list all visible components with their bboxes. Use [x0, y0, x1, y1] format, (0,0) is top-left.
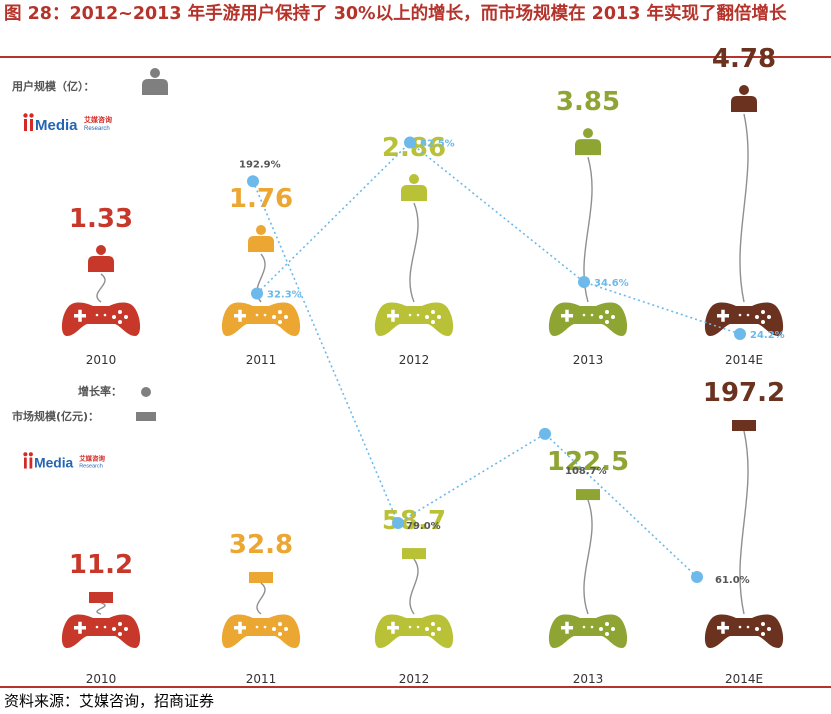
- gamepad-icon: [374, 302, 454, 336]
- person-icon: [142, 68, 168, 95]
- connector-line: [409, 558, 419, 615]
- category-label: 2014E: [725, 353, 763, 367]
- gamepad-icon: [61, 302, 141, 336]
- growth-label: 32.3%: [267, 290, 302, 301]
- growth-label: 24.2%: [750, 330, 785, 341]
- logo-brand: Media: [35, 117, 78, 134]
- gamepad-icon: [704, 614, 784, 648]
- market-bar: [89, 592, 113, 603]
- legend-market-marker: [136, 412, 156, 421]
- market-bar: [402, 548, 426, 560]
- gamepad-icon: [61, 614, 141, 648]
- growth-point: [404, 136, 416, 149]
- growth-point: [691, 571, 703, 583]
- logo-cn: 艾媒咨询: [84, 115, 112, 124]
- market-bar: [249, 572, 273, 584]
- gamepad-icon: [548, 302, 628, 336]
- growth-label: 62.5%: [420, 139, 455, 150]
- connector-line: [739, 430, 749, 615]
- figure-title: 图 28：2012~2013 年手游用户保持了 30%以上的增长，而市场规模在 …: [4, 4, 787, 24]
- gamepad-icon: [221, 614, 301, 648]
- market-value-label: 197.2: [703, 378, 785, 408]
- growth-point: [392, 517, 404, 529]
- connector-line: [256, 582, 266, 615]
- legend-market-scale: 市场规模(亿元)：: [12, 409, 99, 423]
- growth-line: [256, 141, 741, 335]
- market-value-label: 122.5: [547, 447, 629, 477]
- person-icon: [731, 85, 757, 112]
- iimedia-logo: Media 艾媒咨询 Research: [23, 113, 112, 134]
- logo-en: Research: [79, 464, 103, 470]
- growth-point: [539, 427, 551, 440]
- connector-line: [96, 602, 106, 615]
- growth-point: [578, 276, 590, 288]
- category-label: 2010: [86, 353, 117, 367]
- person-icon: [401, 174, 427, 202]
- category-label: 2010: [86, 672, 117, 686]
- logo-cn: 艾媒咨询: [79, 453, 105, 462]
- user-value-label: 4.78: [712, 44, 776, 74]
- category-label: 2011: [246, 353, 277, 367]
- market-value-label: 32.8: [229, 530, 293, 560]
- logo-brand: Media: [34, 456, 73, 471]
- market-bar: [576, 489, 600, 501]
- market-value-label: 11.2: [69, 550, 133, 580]
- gamepad-icon: [704, 302, 784, 336]
- person-icon: [248, 225, 274, 253]
- category-label: 2012: [399, 353, 430, 367]
- growth-label: 34.6%: [594, 278, 629, 289]
- growth-point: [734, 328, 746, 340]
- connector-line: [409, 202, 419, 303]
- growth-label: 61.0%: [715, 575, 750, 586]
- category-label: 2011: [246, 672, 277, 686]
- logo-en: Research: [84, 126, 110, 132]
- connector-line: [96, 273, 106, 303]
- market-bar: [732, 420, 756, 431]
- title-rule: [0, 56, 831, 58]
- user-value-label: 1.76: [229, 184, 293, 214]
- category-label: 2013: [573, 353, 604, 367]
- category-label: 2014E: [725, 672, 763, 686]
- growth-label: 108.7%: [565, 466, 607, 477]
- gamepad-icon: [374, 614, 454, 648]
- source-note: 资料来源：艾媒咨询，招商证券: [4, 692, 215, 710]
- growth-point: [251, 287, 263, 300]
- gamepad-icon: [548, 614, 628, 648]
- growth-line: [252, 180, 698, 578]
- connector-line: [583, 499, 593, 615]
- growth-label: 79.0%: [406, 521, 441, 532]
- legend-user-scale: 用户规模（亿）：: [12, 79, 95, 93]
- source-rule: [0, 686, 831, 688]
- person-icon: [575, 128, 601, 156]
- person-icon: [88, 245, 114, 272]
- gamepad-icon: [221, 302, 301, 336]
- category-label: 2012: [399, 672, 430, 686]
- legend-growth-marker: [141, 387, 151, 397]
- connector-line: [739, 113, 749, 303]
- legend-growth: 增长率：: [78, 384, 122, 398]
- category-label: 2013: [573, 672, 604, 686]
- growth-point: [247, 175, 259, 188]
- user-value-label: 3.85: [556, 87, 620, 117]
- iimedia-logo: Media 艾媒咨询 Research: [23, 452, 106, 471]
- growth-label: 192.9%: [239, 159, 281, 170]
- user-value-label: 1.33: [69, 204, 133, 234]
